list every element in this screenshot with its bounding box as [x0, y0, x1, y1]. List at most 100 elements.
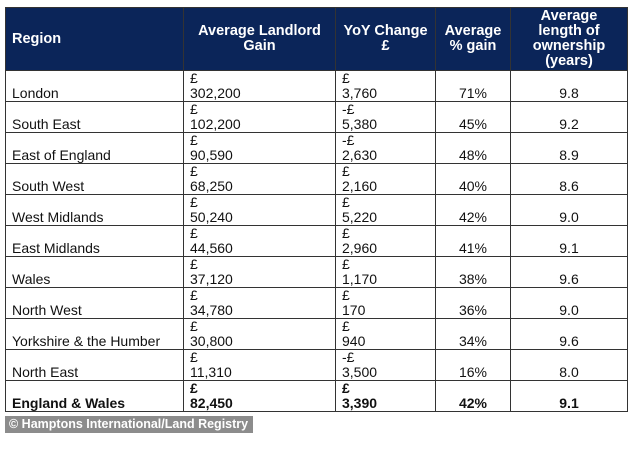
gain-cell: £302,200	[183, 70, 336, 102]
region-cell: South West	[5, 163, 184, 195]
gain-value: 30,800	[190, 332, 233, 349]
yoy-value: 2,160	[342, 177, 378, 194]
header-ownership-length: Average length of ownership (years)	[510, 7, 628, 71]
gain-value: 34,780	[190, 301, 233, 318]
gain-cell: £102,200	[183, 101, 336, 133]
landlord-gain-table: Region Average Landlord Gain YoY Change …	[5, 7, 628, 412]
yoy-currency: -£	[342, 132, 355, 148]
gain-value: 44,560	[190, 239, 233, 256]
region-cell: East of England	[5, 132, 184, 164]
gain-cell: £34,780	[183, 287, 336, 319]
pct-gain-cell: 48%	[435, 132, 511, 164]
ownership-years-cell: 8.0	[510, 349, 628, 381]
yoy-cell: £170	[335, 287, 436, 319]
pct-gain-cell: 42%	[435, 194, 511, 226]
ownership-years-cell: 9.8	[510, 70, 628, 102]
table-wrapper: Region Average Landlord Gain YoY Change …	[5, 7, 628, 433]
region-cell: North West	[5, 287, 184, 319]
yoy-currency: £	[342, 318, 350, 334]
gain-currency: £	[190, 101, 198, 117]
table-row: South West £68,250 £2,160 40% 8.6	[5, 163, 628, 195]
ownership-years-cell: 9.6	[510, 318, 628, 350]
table-row: Wales £37,120 £1,170 38% 9.6	[5, 256, 628, 288]
gain-cell: £90,590	[183, 132, 336, 164]
ownership-years-cell: 9.1	[510, 380, 628, 412]
region-cell: North East	[5, 349, 184, 381]
header-yoy-change: YoY Change £	[335, 7, 436, 71]
table-row: London £302,200 £3,760 71% 9.8	[5, 70, 628, 102]
gain-cell: £82,450	[183, 380, 336, 412]
yoy-value: 2,960	[342, 239, 378, 256]
yoy-cell: £3,390	[335, 380, 436, 412]
ownership-years-cell: 8.9	[510, 132, 628, 164]
table-row: South East £102,200 -£ 5,380 45% 9.2	[5, 101, 628, 133]
gain-currency: £	[190, 349, 198, 365]
table-row: Yorkshire & the Humber £30,800 £940 34% …	[5, 318, 628, 350]
pct-gain-cell: 34%	[435, 318, 511, 350]
gain-value: 68,250	[190, 177, 233, 194]
gain-cell: £37,120	[183, 256, 336, 288]
gain-cell: £11,310	[183, 349, 336, 381]
ownership-years-cell: 9.0	[510, 287, 628, 319]
gain-currency: £	[190, 132, 198, 148]
yoy-currency: -£	[342, 349, 355, 365]
pct-gain-cell: 71%	[435, 70, 511, 102]
gain-cell: £50,240	[183, 194, 336, 226]
yoy-currency: £	[342, 194, 350, 210]
gain-currency: £	[190, 318, 198, 334]
table-row: England & Wales £82,450 £3,390 42% 9.1	[5, 380, 628, 412]
gain-currency: £	[190, 256, 198, 272]
yoy-currency: £	[342, 256, 350, 272]
yoy-cell: £2,960	[335, 225, 436, 257]
gain-currency: £	[190, 194, 198, 210]
gain-currency: £	[190, 70, 198, 86]
yoy-cell: £1,170	[335, 256, 436, 288]
gain-value: 37,120	[190, 270, 233, 287]
yoy-currency: £	[342, 70, 350, 86]
pct-gain-cell: 41%	[435, 225, 511, 257]
yoy-value: 5,220	[342, 208, 378, 225]
pct-gain-cell: 36%	[435, 287, 511, 319]
yoy-currency: £	[342, 380, 350, 396]
gain-currency: £	[190, 287, 198, 303]
gain-value: 82,450	[190, 394, 233, 411]
yoy-value: 3,390	[342, 394, 378, 411]
yoy-currency: £	[342, 225, 350, 241]
region-cell: Wales	[5, 256, 184, 288]
yoy-cell: £3,760	[335, 70, 436, 102]
header-region: Region	[5, 7, 184, 71]
header-row: Region Average Landlord Gain YoY Change …	[5, 7, 628, 71]
yoy-value: 170	[342, 301, 366, 318]
yoy-currency: £	[342, 163, 350, 179]
region-cell: West Midlands	[5, 194, 184, 226]
header-average-gain: Average Landlord Gain	[183, 7, 336, 71]
yoy-value: 2,630	[342, 146, 378, 163]
gain-cell: £44,560	[183, 225, 336, 257]
gain-currency: £	[190, 380, 198, 396]
table-row: North East £11,310 -£ 3,500 16% 8.0	[5, 349, 628, 381]
yoy-cell: £2,160	[335, 163, 436, 195]
yoy-currency: £	[342, 287, 350, 303]
pct-gain-cell: 45%	[435, 101, 511, 133]
gain-value: 50,240	[190, 208, 233, 225]
image-credit: © Hamptons International/Land Registry	[5, 416, 254, 433]
ownership-years-cell: 9.6	[510, 256, 628, 288]
yoy-value: 1,170	[342, 270, 378, 287]
yoy-currency: -£	[342, 101, 355, 117]
yoy-value: 5,380	[342, 115, 378, 132]
gain-currency: £	[190, 163, 198, 179]
yoy-cell: -£ 2,630	[335, 132, 436, 164]
gain-currency: £	[190, 225, 198, 241]
gain-cell: £30,800	[183, 318, 336, 350]
gain-cell: £68,250	[183, 163, 336, 195]
table-row: East Midlands £44,560 £2,960 41% 9.1	[5, 225, 628, 257]
header-average-pct-gain: Average % gain	[435, 7, 511, 71]
pct-gain-cell: 38%	[435, 256, 511, 288]
gain-value: 11,310	[190, 363, 232, 380]
region-cell: South East	[5, 101, 184, 133]
table-row: West Midlands £50,240 £5,220 42% 9.0	[5, 194, 628, 226]
yoy-value: 3,500	[342, 363, 378, 380]
yoy-value: 940	[342, 332, 366, 349]
yoy-cell: -£ 3,500	[335, 349, 436, 381]
ownership-years-cell: 8.6	[510, 163, 628, 195]
